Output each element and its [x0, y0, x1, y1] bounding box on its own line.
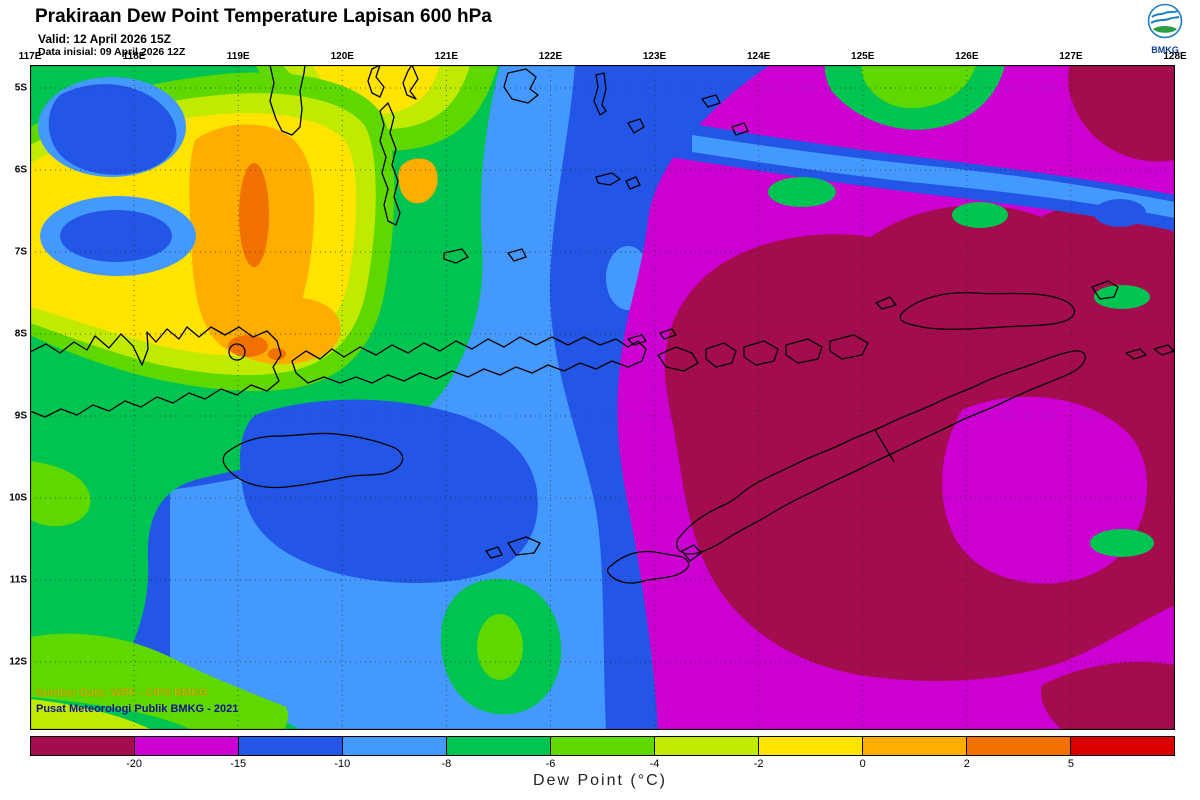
- map-frame: Sumber Data: WRF - CIPS BMKG Pusat Meteo…: [30, 65, 1175, 730]
- colorbar-tick-5: 5: [1067, 758, 1074, 770]
- colorbar-segment-4: [447, 737, 551, 755]
- lon-label-124E: 124E: [746, 51, 771, 62]
- colorbar-segment-0: [31, 737, 135, 755]
- lat-label-7S: 7S: [14, 246, 27, 258]
- lon-label-126E: 126E: [955, 51, 979, 62]
- bmkg-logo: BMKG: [1142, 3, 1188, 55]
- lat-label-6S: 6S: [14, 164, 27, 176]
- lon-label-121E: 121E: [434, 51, 459, 62]
- map-border: [30, 65, 1175, 730]
- colorbar-segment-7: [759, 737, 863, 755]
- colorbar-segment-3: [343, 737, 447, 755]
- grid-lines: [30, 65, 1175, 730]
- lon-label-128E: 128E: [1163, 51, 1187, 62]
- colorbar-caption: Dew Point (°C): [533, 772, 667, 789]
- lon-label-127E: 127E: [1059, 51, 1083, 62]
- valid-time-text: Valid: 12 April 2026 15Z: [38, 32, 171, 46]
- colorbar-tick-0: 0: [859, 758, 866, 770]
- colorbar-segment-8: [863, 737, 967, 755]
- lat-label-9S: 9S: [14, 410, 27, 422]
- bmkg-logo-label: BMKG: [1151, 45, 1179, 55]
- lat-label-11S: 11S: [9, 574, 27, 586]
- credits-line-2: Pusat Meteorologi Publik BMKG - 2021: [36, 703, 239, 715]
- colorbar-segment-6: [655, 737, 759, 755]
- lat-label-8S: 8S: [14, 328, 27, 340]
- colorbar-tick--4: -4: [649, 758, 660, 770]
- lat-label-10S: 10S: [9, 492, 27, 504]
- colorbar-segment-1: [135, 737, 239, 755]
- colorbar-tick--20: -20: [126, 758, 143, 770]
- colorbar-tick-2: 2: [963, 758, 970, 770]
- colorbar: [30, 736, 1175, 756]
- dewpoint-contour-map: [30, 65, 1175, 730]
- colorbar-tick--8: -8: [441, 758, 452, 770]
- colorbar-segment-2: [239, 737, 343, 755]
- lon-label-119E: 119E: [226, 51, 250, 62]
- colorbar-tick--2: -2: [753, 758, 764, 770]
- bmkg-logo-icon: [1147, 3, 1183, 39]
- colorbar-segment-10: [1071, 737, 1174, 755]
- colorbar-segment-9: [967, 737, 1071, 755]
- lon-label-117E: 117E: [18, 51, 42, 62]
- init-time-text: Data inisial: 09 April 2026 12Z: [38, 46, 186, 58]
- colorbar-tick--10: -10: [334, 758, 351, 770]
- colorbar-segment-5: [551, 737, 655, 755]
- lon-label-120E: 120E: [330, 51, 354, 62]
- coastlines: [30, 65, 1175, 584]
- page-title: Prakiraan Dew Point Temperature Lapisan …: [35, 6, 492, 27]
- lon-label-125E: 125E: [851, 51, 875, 62]
- lat-label-12S: 12S: [9, 656, 27, 668]
- lon-label-122E: 122E: [538, 51, 563, 62]
- credits-line-1: Sumber Data: WRF - CIPS BMKG: [36, 687, 208, 699]
- lat-label-5S: 5S: [14, 82, 27, 94]
- lon-label-123E: 123E: [642, 51, 667, 62]
- lon-label-118E: 118E: [122, 51, 146, 62]
- colorbar-tick--15: -15: [230, 758, 247, 770]
- colorbar-tick--6: -6: [545, 758, 556, 770]
- colorbar-ticks: -20 -15 -10 -8 -6 -4 -2 0 2 5: [0, 758, 1200, 772]
